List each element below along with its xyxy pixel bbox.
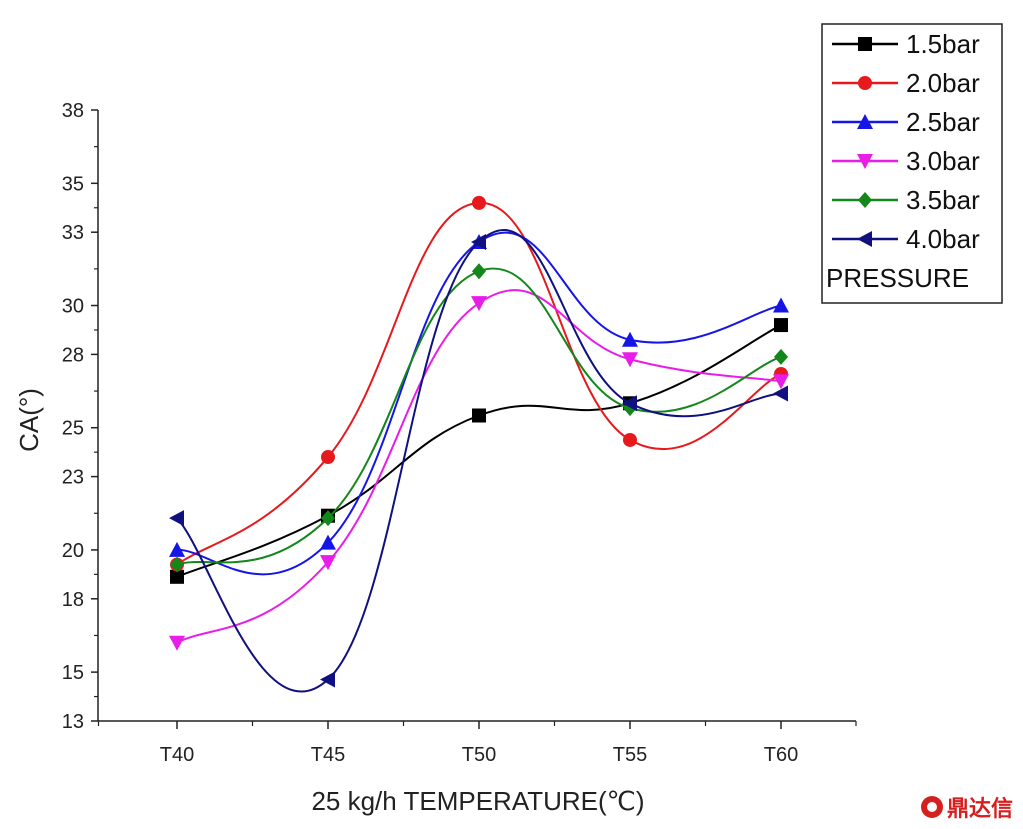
legend-marker-1.5bar: [858, 37, 872, 51]
data-point-3.0bar-T50: [471, 296, 487, 312]
series-line-3.0bar: [176, 289, 782, 644]
data-point-1.5bar-T50: [472, 408, 486, 423]
watermark: 鼎达信: [920, 791, 1013, 823]
series-2.0bar: [170, 195, 788, 572]
y-tick-label: 20: [62, 540, 84, 562]
data-point-4.0bar-T55: [622, 395, 637, 412]
y-tick-label: 30: [62, 296, 84, 318]
data-point-3.5bar-T45: [321, 510, 335, 527]
y-tick-label: 25: [62, 418, 84, 440]
x-tick-label: T60: [764, 744, 798, 766]
data-point-3.5bar-T60: [774, 348, 788, 365]
y-tick-label: 33: [62, 222, 84, 244]
legend: 1.5bar 2.0bar 2.5bar 3.0bar 3.5bar 4.0bar PRES…: [821, 23, 1003, 304]
series-1.5bar: [170, 318, 788, 584]
y-tick-label: 35: [62, 173, 84, 195]
x-axis: T40 T45 T50 T55 T60: [97, 720, 857, 766]
x-tick-label: T45: [311, 744, 345, 766]
x-tick-label: T55: [613, 744, 647, 766]
y-tick-label: 13: [62, 711, 84, 733]
legend-title: PRESSURE: [826, 263, 969, 293]
y-tick-label: 38: [62, 100, 84, 122]
y-tick-label: 28: [62, 344, 84, 366]
data-point-3.0bar-T40: [169, 635, 185, 651]
data-point-2.5bar-T55: [622, 331, 638, 347]
data-point-2.5bar-T45: [320, 534, 336, 550]
x-axis-title: 25 kg/h TEMPERATURE(℃): [311, 786, 644, 816]
data-point-4.0bar-T60: [773, 385, 788, 402]
data-point-2.0bar-T50: [472, 195, 486, 210]
data-point-4.0bar-T50: [471, 233, 486, 250]
data-point-3.5bar-T50: [472, 263, 486, 280]
legend-label-1.5bar: 1.5bar: [906, 29, 980, 59]
data-point-1.5bar-T40: [170, 569, 184, 584]
legend-marker-4.0bar: [857, 231, 872, 247]
x-tick-label: T40: [160, 744, 194, 766]
series-3.0bar: [169, 289, 789, 651]
watermark-logo-icon: [920, 796, 943, 818]
legend-label-2.5bar: 2.5bar: [906, 107, 980, 137]
y-tick-label: 18: [62, 589, 84, 611]
data-point-3.5bar-T40: [170, 556, 184, 573]
data-point-2.0bar-T45: [321, 450, 335, 465]
series-line-2.0bar: [176, 201, 782, 566]
x-tick-label: T50: [462, 744, 496, 766]
legend-label-3.5bar: 3.5bar: [906, 185, 980, 215]
series-3.5bar: [170, 263, 788, 573]
legend-marker-2.5bar: [857, 114, 873, 129]
legend-marker-2.0bar: [858, 76, 872, 90]
data-point-4.0bar-T40: [169, 510, 184, 527]
y-axis-title: CA(°): [14, 388, 44, 452]
data-point-3.0bar-T45: [320, 555, 336, 571]
series-4.0bar: [169, 229, 788, 693]
watermark-text: 鼎达信: [946, 797, 1013, 822]
series-line-2.5bar: [176, 231, 782, 576]
series-layer: [169, 195, 789, 693]
y-tick-label: 23: [62, 467, 84, 489]
data-point-3.0bar-T55: [622, 352, 638, 368]
legend-box: [821, 23, 1003, 304]
data-point-3.0bar-T60: [773, 374, 789, 390]
legend-label-4.0bar: 4.0bar: [906, 224, 980, 254]
data-point-4.0bar-T45: [320, 671, 335, 688]
data-point-1.5bar-T60: [774, 318, 788, 333]
legend-marker-3.5bar: [858, 192, 872, 208]
data-point-2.5bar-T40: [169, 541, 185, 557]
series-line-1.5bar: [176, 324, 782, 578]
legend-label-3.0bar: 3.0bar: [906, 146, 980, 176]
y-tick-label: 15: [62, 662, 84, 684]
y-axis: 13 15 18 20 23 25 28 30 33 35 38: [62, 100, 99, 733]
data-point-2.5bar-T60: [773, 297, 789, 313]
legend-label-2.0bar: 2.0bar: [906, 68, 980, 98]
series-line-4.0bar: [176, 229, 782, 693]
data-point-2.0bar-T55: [623, 432, 637, 447]
legend-marker-3.0bar: [857, 154, 873, 169]
